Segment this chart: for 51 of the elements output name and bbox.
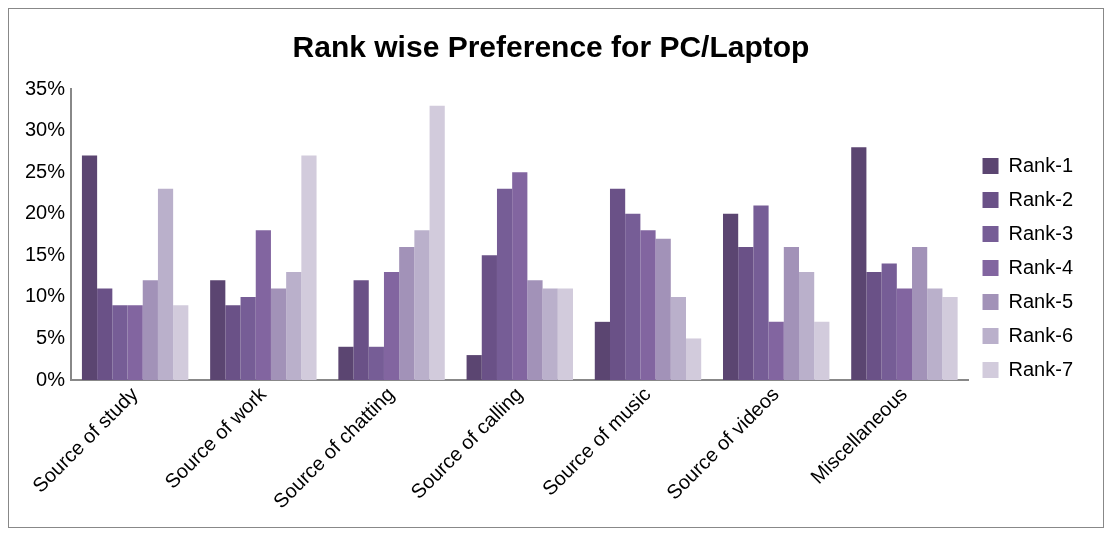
bar [157, 188, 174, 381]
legend-label: Rank-2 [1008, 187, 1074, 210]
legend-label: Rank-6 [1008, 323, 1074, 346]
bar [466, 355, 482, 381]
bar [594, 321, 610, 381]
bar [353, 280, 369, 381]
legend-label: Rank-4 [1008, 255, 1074, 278]
y-tick-label: 35% [25, 76, 66, 99]
bar [799, 271, 815, 381]
y-tick-label: 10% [25, 284, 66, 307]
y-tick-label: 0% [36, 367, 66, 390]
bar [942, 296, 958, 381]
bar [670, 296, 686, 381]
bar [173, 305, 189, 381]
bar [609, 188, 626, 381]
bar [270, 288, 287, 381]
y-tick-label: 30% [25, 118, 66, 141]
bar [429, 105, 445, 381]
bar [723, 213, 739, 381]
bar [225, 305, 241, 381]
bar [301, 155, 317, 381]
bar [542, 288, 558, 381]
bar [814, 321, 830, 381]
legend-label: Rank-1 [1008, 153, 1074, 176]
bar [210, 280, 226, 381]
y-tick-label: 20% [25, 201, 66, 224]
bar [738, 246, 754, 381]
bar [557, 288, 573, 381]
legend-label: Rank-5 [1008, 289, 1074, 312]
bar [527, 280, 543, 381]
y-tick-label: 15% [25, 242, 66, 265]
chart-title: Rank wise Preference for PC/Laptop [292, 30, 810, 64]
bar [783, 246, 800, 381]
bar [286, 271, 302, 381]
bar [414, 230, 430, 381]
bar [399, 246, 415, 381]
bar [655, 238, 671, 381]
bar [851, 147, 867, 381]
legend-label: Rank-3 [1008, 221, 1074, 244]
bar [481, 255, 497, 381]
y-tick-label: 25% [25, 159, 66, 182]
bar [927, 288, 943, 381]
y-tick-label: 5% [36, 325, 66, 348]
bar [912, 246, 928, 381]
bar [81, 155, 98, 381]
bar [338, 346, 354, 381]
bar [866, 271, 882, 381]
bar [97, 288, 113, 381]
bar [686, 338, 702, 381]
legend-label: Rank-7 [1008, 357, 1074, 380]
bar [142, 280, 158, 381]
